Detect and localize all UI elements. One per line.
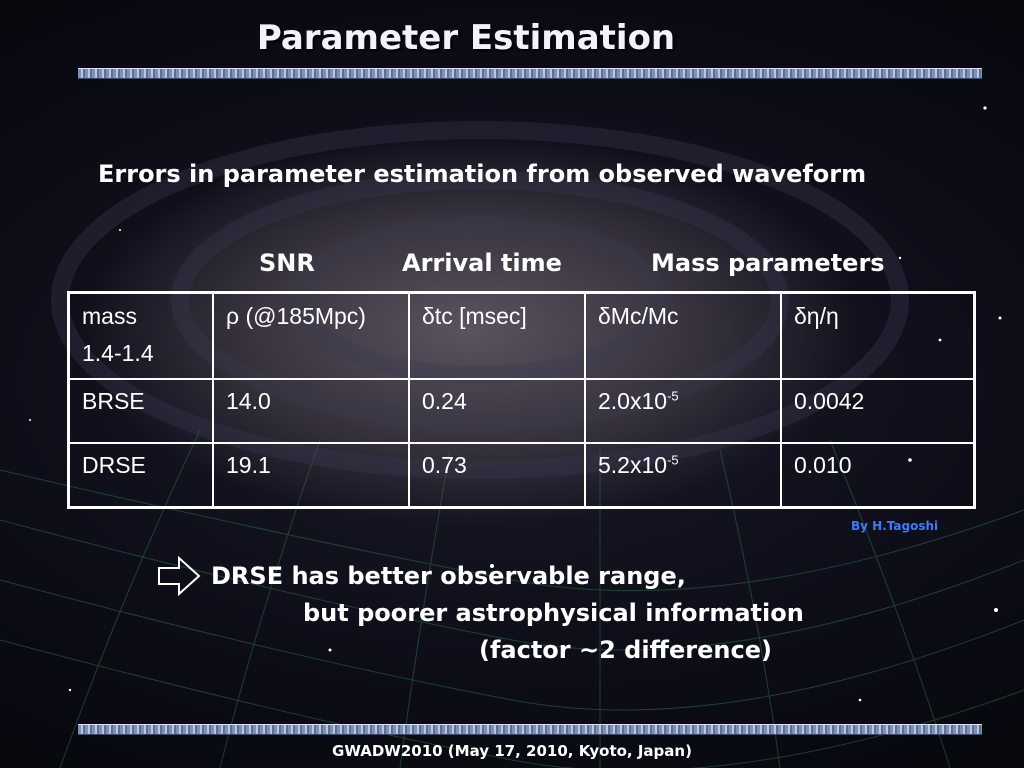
conclusion-line-3: (factor ~2 difference) [479,636,772,664]
header-cell-arrival-time: δtc [msec] [408,291,586,380]
row-snr: 19.1 [212,441,410,509]
header-cell-eta: δη/η [780,291,976,380]
column-group-arrival-time: Arrival time [402,249,562,277]
conclusion-line-2: but poorer astrophysical information [303,599,804,627]
row-eta-error: 0.0042 [780,377,976,444]
row-name: BRSE [67,377,214,444]
slide-footer: GWADW2010 (May 17, 2010, Kyoto, Japan) [332,742,692,760]
table-row: BRSE 14.0 0.24 2.0x10-5 0.0042 [67,377,976,444]
footer-divider [78,724,982,735]
slide-title: Parameter Estimation [256,18,676,58]
row-arrival-error: 0.73 [408,441,586,509]
title-divider [78,68,982,79]
header-cell-snr: ρ (@185Mpc) [212,291,410,380]
column-group-mass-parameters: Mass parameters [651,249,885,277]
row-arrival-error: 0.24 [408,377,586,444]
outline-right-arrow-icon [158,555,201,597]
row-eta-error: 0.010 [780,441,976,509]
credit-text: By H.Tagoshi [851,519,939,533]
row-snr: 14.0 [212,377,410,444]
table-header-row: mass 1.4-1.4 ρ (@185Mpc) δtc [msec] δMc/… [67,291,976,380]
row-chirp-mass-error: 5.2x10-5 [584,441,782,509]
row-name: DRSE [67,441,214,509]
table-row: DRSE 19.1 0.73 5.2x10-5 0.010 [67,441,976,509]
column-group-snr: SNR [259,249,315,277]
row-chirp-mass-error: 2.0x10-5 [584,377,782,444]
conclusion-line-1: DRSE has better observable range, [211,562,686,590]
parameter-error-table: mass 1.4-1.4 ρ (@185Mpc) δtc [msec] δMc/… [67,291,976,509]
slide-subtitle: Errors in parameter estimation from obse… [98,160,867,188]
header-cell-mass: mass 1.4-1.4 [67,291,214,380]
header-cell-chirp-mass: δMc/Mc [584,291,782,380]
